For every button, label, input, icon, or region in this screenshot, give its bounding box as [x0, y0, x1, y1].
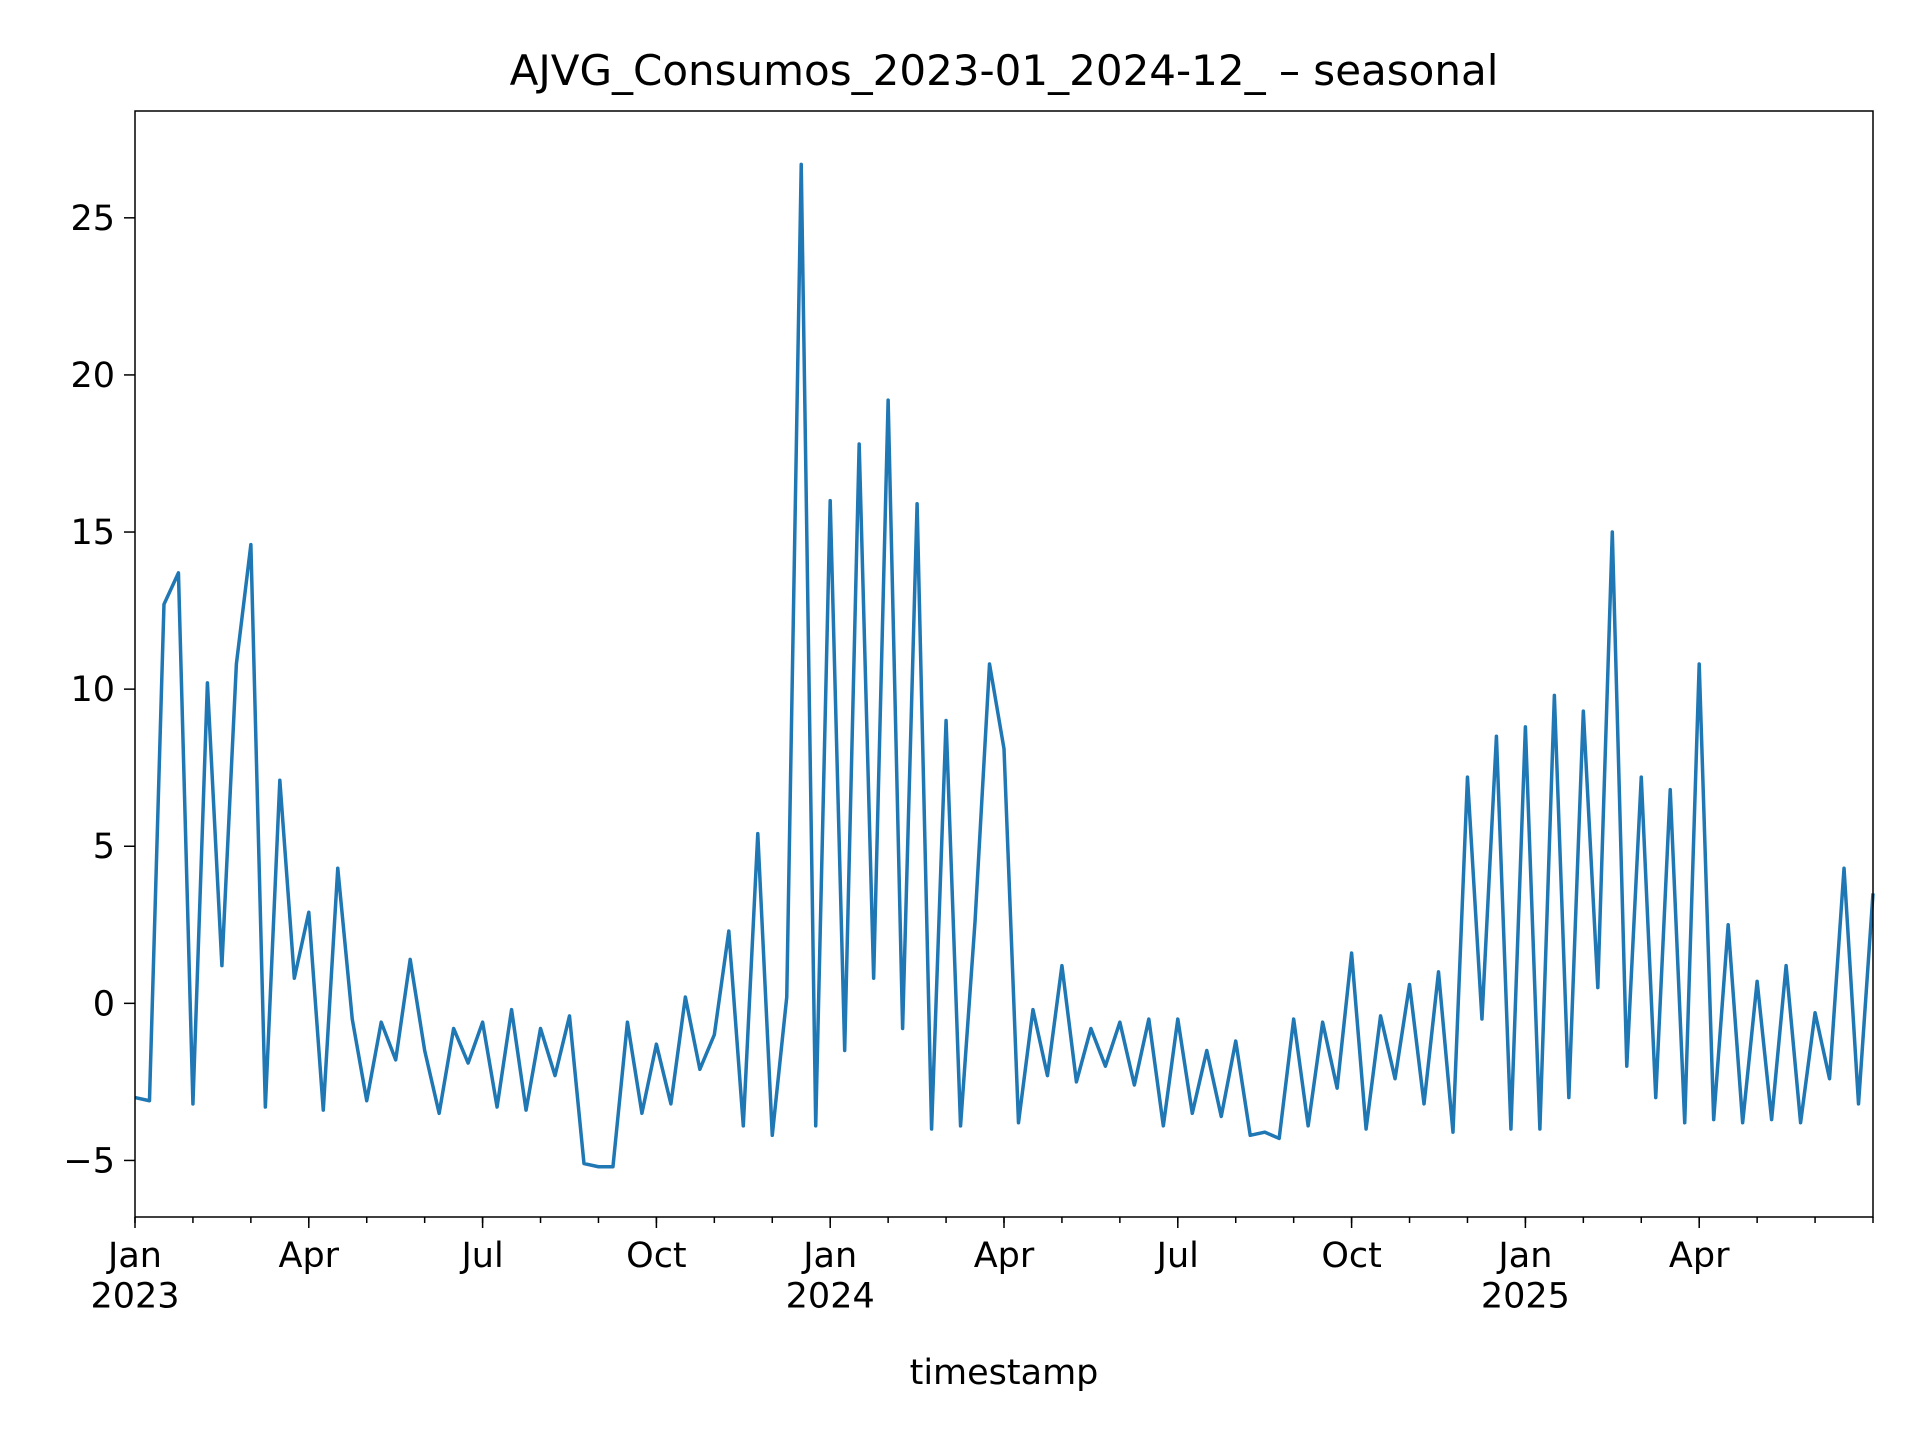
x-tick-label: Apr	[1669, 1236, 1730, 1276]
x-tick-label: Apr	[974, 1236, 1035, 1276]
x-tick-label: Jan 2023	[90, 1236, 179, 1316]
y-tick-label: 25	[70, 199, 115, 239]
plot-frame	[134, 110, 1874, 1218]
chart-title: AJVG_Consumos_2023-01_2024-12_ – seasona…	[510, 46, 1499, 95]
y-tick-label: 0	[93, 984, 115, 1024]
x-tick-label: Jan 2025	[1481, 1236, 1570, 1316]
x-tick-label: Oct	[1321, 1236, 1382, 1276]
y-tick-label: 5	[93, 827, 115, 867]
y-tick-label: 20	[70, 356, 115, 396]
y-tick-label: 15	[70, 513, 115, 553]
x-tick-label: Jul	[1155, 1236, 1199, 1276]
x-tick-label: Jul	[459, 1236, 503, 1276]
y-tick-label: 10	[70, 670, 115, 710]
y-tick-label: −5	[63, 1141, 115, 1181]
data-line	[134, 162, 1875, 1169]
x-tick-label: Jan 2024	[786, 1236, 875, 1316]
x-tick-label: Oct	[626, 1236, 687, 1276]
x-axis-label: timestamp	[910, 1353, 1099, 1393]
x-tick-label: Apr	[279, 1236, 340, 1276]
